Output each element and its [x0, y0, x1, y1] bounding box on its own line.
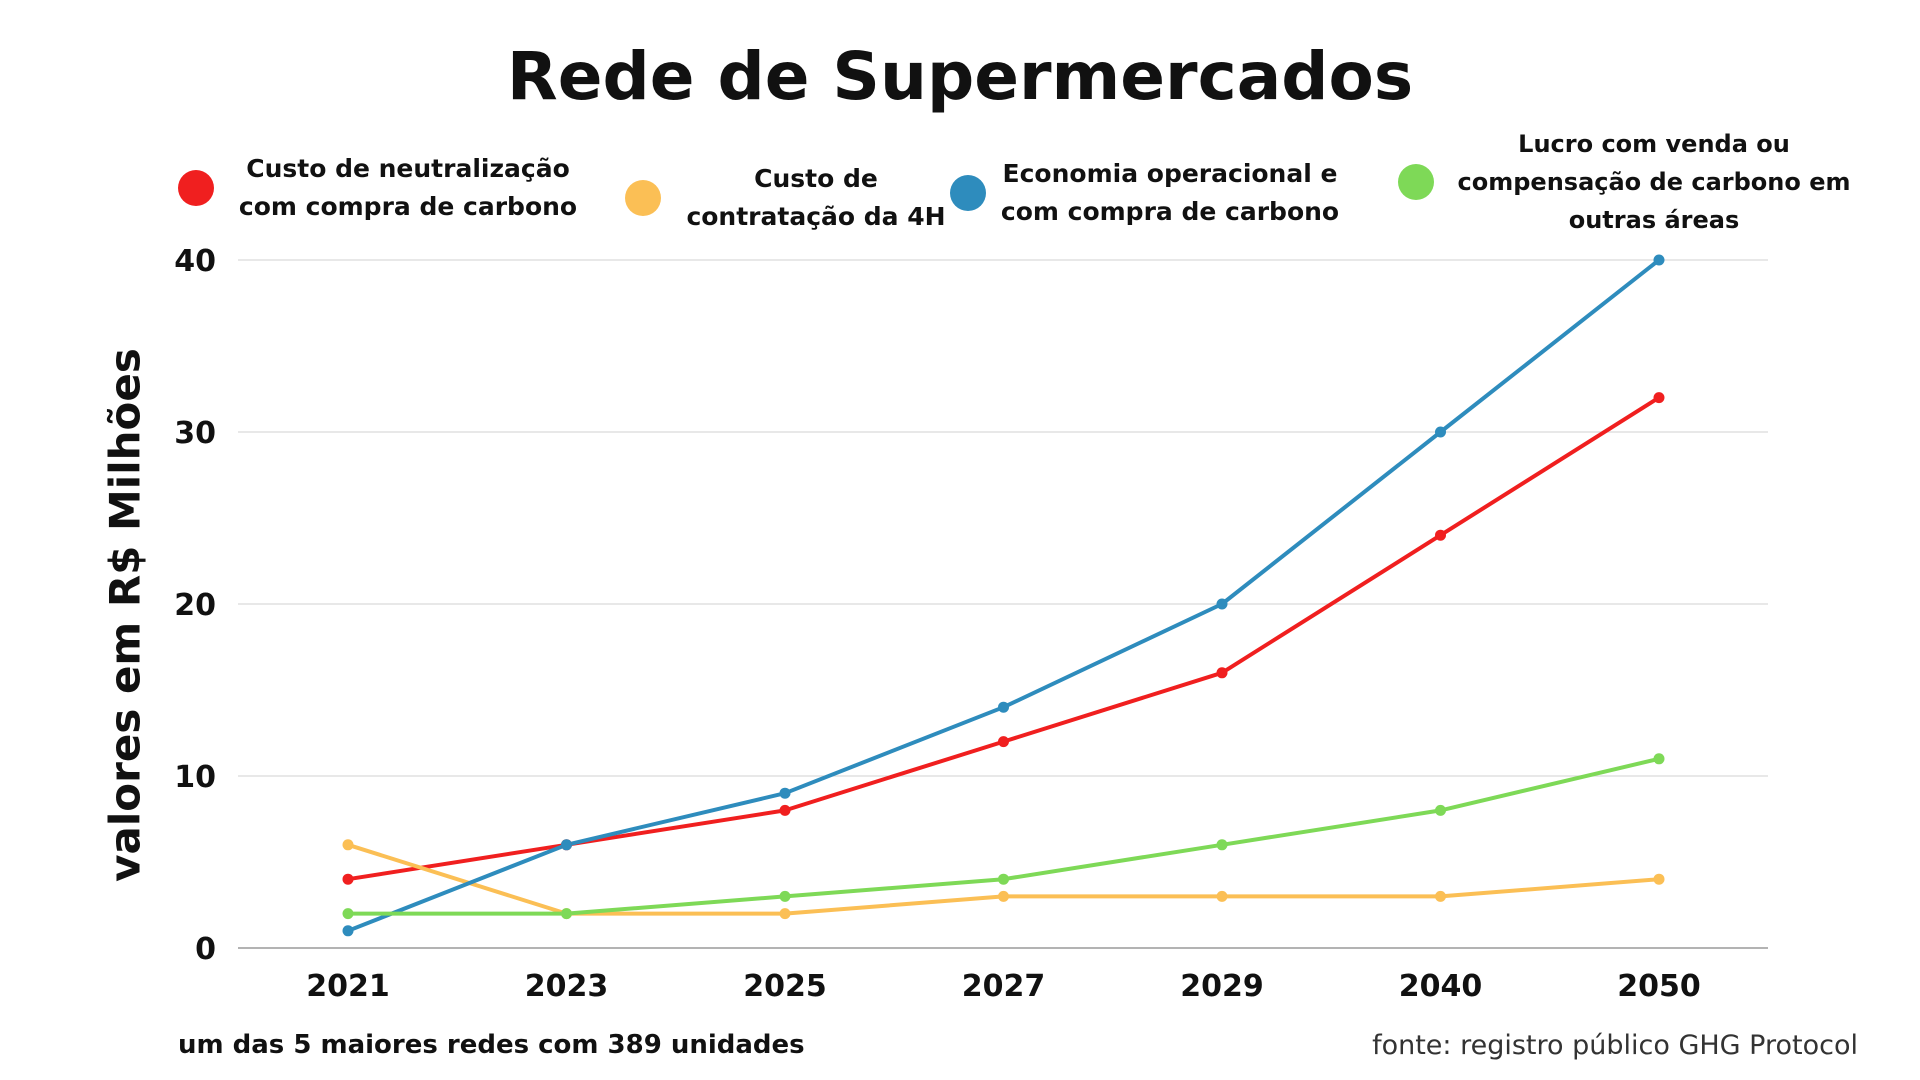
data-point-2: [998, 701, 1009, 713]
legend-marker-neutralizacao: [178, 170, 214, 206]
data-point-1: [998, 890, 1009, 902]
legend-label-neutralizacao: Custo de neutralização com compra de car…: [238, 150, 578, 226]
data-point-1: [779, 908, 791, 920]
legend-label-line: Custo de: [754, 164, 878, 193]
legend-label-line: Economia operacional e: [1002, 159, 1338, 188]
data-point-0: [998, 736, 1009, 748]
y-tick-label: 0: [195, 932, 216, 967]
legend-marker-lucro: [1398, 164, 1434, 200]
y-tick-label: 10: [174, 760, 216, 795]
x-tick-label: 2023: [525, 969, 609, 1004]
x-tick-label: 2027: [962, 969, 1046, 1004]
data-point-1: [1216, 890, 1228, 902]
legend-marker-economia: [950, 175, 986, 211]
footnote: um das 5 maiores redes com 389 unidades: [178, 1030, 805, 1060]
legend-label-contratacao: Custo de contratação da 4H: [681, 160, 951, 236]
data-points: [342, 254, 1665, 937]
data-point-3: [1216, 839, 1228, 851]
legend-label-line: outras áreas: [1568, 206, 1740, 234]
x-tick-label: 2021: [306, 969, 390, 1004]
data-point-0: [1435, 529, 1446, 541]
data-point-2: [1216, 598, 1228, 610]
legend-label-line: com compra de carbono: [238, 192, 578, 221]
data-point-2: [1435, 426, 1446, 438]
y-tick-label: 30: [174, 416, 216, 451]
series-line-2: [346, 258, 1661, 933]
data-point-0: [342, 873, 354, 885]
y-tick-label: 40: [174, 244, 216, 279]
source-note: fonte: registro público GHG Protocol: [1372, 1030, 1858, 1061]
data-point-1: [1435, 890, 1446, 902]
data-point-3: [342, 908, 354, 920]
data-point-3: [1653, 753, 1665, 765]
x-tick-label: 2029: [1180, 969, 1264, 1004]
gridlines: [238, 259, 1768, 777]
tick-labels: 0 10 20 30 40 2021 2023 2025 2027 2029 2040 2050: [174, 244, 1701, 1004]
legend-label-line: Custo de neutralização: [246, 154, 570, 183]
data-point-3: [779, 890, 791, 902]
legend-label-economia: Economia operacional e com compra de car…: [1000, 155, 1340, 231]
data-point-3: [998, 873, 1009, 885]
legend-item-lucro: Lucro com venda ou compensação de carbon…: [1398, 125, 1864, 239]
data-point-2: [779, 787, 791, 799]
data-point-2: [561, 839, 572, 851]
y-axis-label: valores em R$ Milhões: [100, 348, 150, 882]
legend-item-contratacao: Custo de contratação da 4H: [625, 160, 951, 236]
legend-label-line: Lucro com venda ou: [1518, 130, 1790, 158]
x-tick-label: 2040: [1399, 969, 1483, 1004]
chart-title: Rede de Supermercados: [506, 38, 1414, 115]
data-point-0: [779, 804, 791, 816]
series-line-3: [346, 756, 1661, 916]
series-lines: [346, 258, 1661, 933]
data-point-1: [1653, 873, 1665, 885]
data-point-2: [1653, 254, 1665, 266]
legend-item-economia: Economia operacional e com compra de car…: [950, 155, 1340, 231]
data-point-0: [1216, 667, 1228, 679]
data-point-3: [561, 908, 572, 920]
legend-marker-contratacao: [625, 180, 661, 216]
legend-item-neutralizacao: Custo de neutralização com compra de car…: [178, 150, 578, 226]
x-tick-label: 2050: [1617, 969, 1701, 1004]
x-tick-label: 2025: [743, 969, 827, 1004]
legend-label-line: com compra de carbono: [1000, 197, 1340, 226]
data-point-1: [342, 839, 354, 851]
legend-label-lucro: Lucro com venda ou compensação de carbon…: [1444, 125, 1864, 239]
y-tick-label: 20: [174, 588, 216, 623]
data-point-2: [342, 925, 354, 937]
data-point-3: [1435, 804, 1446, 816]
legend-label-line: compensação de carbono em: [1457, 168, 1851, 196]
data-point-0: [1653, 392, 1665, 404]
legend-label-line: contratação da 4H: [686, 202, 946, 231]
